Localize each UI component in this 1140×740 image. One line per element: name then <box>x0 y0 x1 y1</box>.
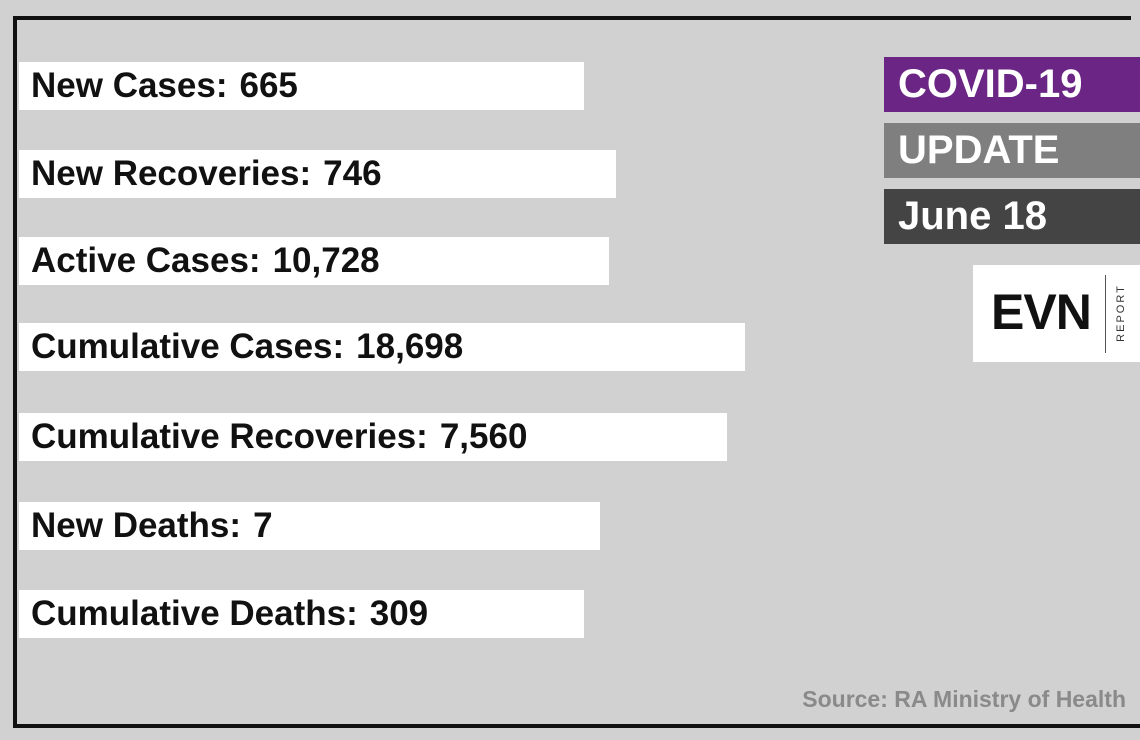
logo-sub: REPORT <box>1115 284 1127 342</box>
stat-label: Cumulative Cases: <box>31 327 345 366</box>
badge-title: COVID-19 <box>884 57 1140 112</box>
stat-value: 746 <box>323 154 382 193</box>
badge-date: June 18 <box>884 189 1140 244</box>
badge-subtitle: UPDATE <box>884 123 1140 178</box>
stat-label: Cumulative Recoveries: <box>31 417 428 456</box>
frame-bottom <box>13 724 1140 728</box>
stat-row: New Recoveries: 746 <box>19 150 616 198</box>
stat-row: Cumulative Deaths: 309 <box>19 590 584 638</box>
stat-label: New Deaths: <box>31 506 242 545</box>
stat-row: Cumulative Cases: 18,698 <box>19 323 745 371</box>
stat-value: 7,560 <box>439 417 528 456</box>
stat-value: 18,698 <box>356 327 464 366</box>
stat-label: Active Cases: <box>31 241 261 280</box>
logo-name: EVN <box>991 284 1092 340</box>
logo: EVN REPORT <box>973 265 1140 362</box>
frame-top <box>13 16 1131 20</box>
stat-row: New Deaths: 7 <box>19 502 600 550</box>
stat-label: Cumulative Deaths: <box>31 594 358 633</box>
stat-value: 7 <box>253 506 273 545</box>
stat-value: 309 <box>369 594 429 633</box>
stat-label: New Recoveries: <box>31 154 312 193</box>
logo-divider <box>1105 275 1106 353</box>
stat-value: 665 <box>239 66 298 105</box>
stat-row: Cumulative Recoveries: 7,560 <box>19 413 727 461</box>
stat-row: New Cases: 665 <box>19 62 584 110</box>
frame-left <box>13 16 17 728</box>
stat-label: New Cases: <box>31 66 228 105</box>
source-note: Source: RA Ministry of Health <box>802 686 1126 712</box>
stat-row: Active Cases: 10,728 <box>19 237 609 285</box>
stat-value: 10,728 <box>272 241 380 280</box>
